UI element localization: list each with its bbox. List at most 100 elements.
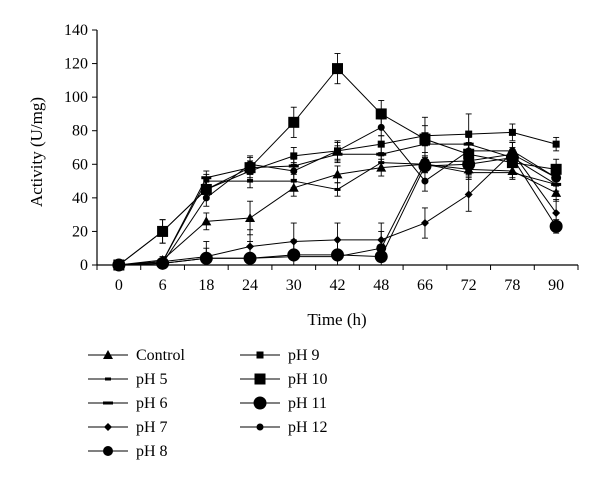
x-tick-label: 48 <box>373 277 389 294</box>
x-axis-ticks: 0 6 18 24 30 42 48 66 72 78 90 <box>96 265 579 294</box>
legend-marker-ph-9 <box>256 351 264 359</box>
x-tick-label: 18 <box>198 277 214 294</box>
data-point-ph-7 <box>420 219 429 228</box>
data-point-ph-5 <box>290 179 297 183</box>
data-point-ph-11 <box>505 151 519 165</box>
legend-label-ph-9: pH 9 <box>288 347 320 364</box>
legend-item-ph-12: pH 12 <box>240 419 328 436</box>
data-point-ph-11 <box>418 159 432 173</box>
y-tick-label: 140 <box>64 22 88 39</box>
data-point-control <box>201 216 212 226</box>
data-point-ph-10 <box>419 133 431 145</box>
data-point-ph-6 <box>551 182 562 186</box>
x-tick-label: 42 <box>330 277 346 294</box>
data-point-control <box>245 213 256 222</box>
legend-marker-ph-10 <box>254 373 266 385</box>
legend-label-ph-6: pH 6 <box>136 395 168 412</box>
data-point-ph-7 <box>246 242 255 251</box>
data-point-ph-7 <box>289 237 298 246</box>
legend-marker-ph-11 <box>253 396 267 410</box>
data-point-ph-11 <box>287 248 301 262</box>
legend-item-ph-8: pH 8 <box>88 443 168 460</box>
data-point-ph-12 <box>552 174 560 182</box>
x-tick-label: 72 <box>461 277 477 294</box>
legend-item-ph-7: pH 7 <box>88 419 168 436</box>
legend-marker-control <box>103 350 113 359</box>
y-tick-label: 100 <box>64 89 88 106</box>
y-axis-title: Activity (U/mg) <box>27 97 46 207</box>
y-tick-label: 80 <box>72 123 88 140</box>
data-point-ph-12 <box>334 147 341 155</box>
data-point-ph-10 <box>332 63 343 75</box>
x-tick-label: 6 <box>159 277 167 294</box>
legend-item-ph-11: pH 11 <box>240 395 327 412</box>
legend-label-ph-8: pH 8 <box>136 443 168 460</box>
y-tick-label: 40 <box>72 190 88 207</box>
x-tick-label: 78 <box>504 277 520 294</box>
data-point-ph-9 <box>377 140 385 148</box>
x-tick-label: 24 <box>242 277 258 294</box>
legend: Control pH 5 pH 6 pH 7 pH 8 pH 9 pH 10 pH 11 pH … <box>88 347 328 460</box>
data-point-ph-10 <box>550 163 562 175</box>
data-point-ph-11 <box>243 251 257 265</box>
data-point-ph-12 <box>421 177 429 185</box>
data-point-ph-12 <box>290 167 298 175</box>
legend-item-ph-9: pH 9 <box>240 347 320 364</box>
data-point-ph-12 <box>508 147 516 155</box>
x-tick-label: 0 <box>115 277 123 294</box>
legend-item-ph-6: pH 6 <box>88 395 168 412</box>
data-point-ph-5 <box>203 179 210 183</box>
data-point-ph-12 <box>202 194 210 202</box>
data-point-ph-7 <box>377 235 386 244</box>
data-point-ph-12 <box>377 123 385 131</box>
data-point-ph-10 <box>157 225 169 237</box>
data-point-ph-5 <box>247 179 254 183</box>
data-point-ph-7 <box>333 235 342 244</box>
data-point-ph-11 <box>199 251 213 265</box>
legend-label-control: Control <box>136 347 185 364</box>
data-point-control <box>376 162 387 172</box>
x-tick-label: 90 <box>548 277 564 294</box>
data-point-ph-5 <box>334 187 341 191</box>
data-point-ph-9 <box>552 140 560 148</box>
legend-marker-ph-7 <box>104 423 112 431</box>
data-point-ph-10 <box>288 116 300 128</box>
x-tick-label: 66 <box>417 277 433 294</box>
y-tick-label: 60 <box>72 156 88 173</box>
data-point-ph-12 <box>115 261 123 269</box>
legend-label-ph-12: pH 12 <box>288 419 328 436</box>
legend-marker-ph-8 <box>103 446 113 456</box>
data-point-ph-5 <box>378 161 385 165</box>
y-tick-label: 20 <box>72 223 88 240</box>
data-point-ph-9 <box>465 130 473 138</box>
legend-marker-ph-12 <box>256 423 264 431</box>
legend-label-ph-5: pH 5 <box>136 371 168 388</box>
series-markers <box>112 63 563 272</box>
data-point-ph-12 <box>246 160 254 168</box>
data-point-ph-6 <box>201 176 212 180</box>
data-point-control <box>551 187 562 197</box>
legend-item-control: Control <box>88 347 185 364</box>
data-point-ph-9 <box>290 152 298 160</box>
data-point-ph-12 <box>465 147 473 155</box>
legend-item-ph-5: pH 5 <box>88 371 168 388</box>
y-tick-label: 0 <box>80 257 88 274</box>
legend-label-ph-11: pH 11 <box>288 395 327 412</box>
y-tick-label: 120 <box>64 56 88 73</box>
data-point-ph-11 <box>331 248 344 262</box>
data-point-ph-7 <box>464 190 473 199</box>
x-axis-title: Time (h) <box>307 310 366 329</box>
y-axis-ticks: 0 20 40 60 80 100 120 140 <box>64 22 97 274</box>
data-point-ph-11 <box>462 157 476 171</box>
data-point-ph-10 <box>375 108 387 120</box>
x-tick-label: 30 <box>286 277 302 294</box>
legend-marker-ph-6 <box>103 401 113 405</box>
data-point-ph-9 <box>508 128 516 136</box>
data-point-control <box>288 182 299 192</box>
legend-label-ph-10: pH 10 <box>288 371 328 388</box>
data-point-control <box>332 169 343 179</box>
data-point-ph-11 <box>549 219 563 233</box>
data-point-ph-6 <box>463 142 474 146</box>
data-point-ph-6 <box>288 164 299 168</box>
